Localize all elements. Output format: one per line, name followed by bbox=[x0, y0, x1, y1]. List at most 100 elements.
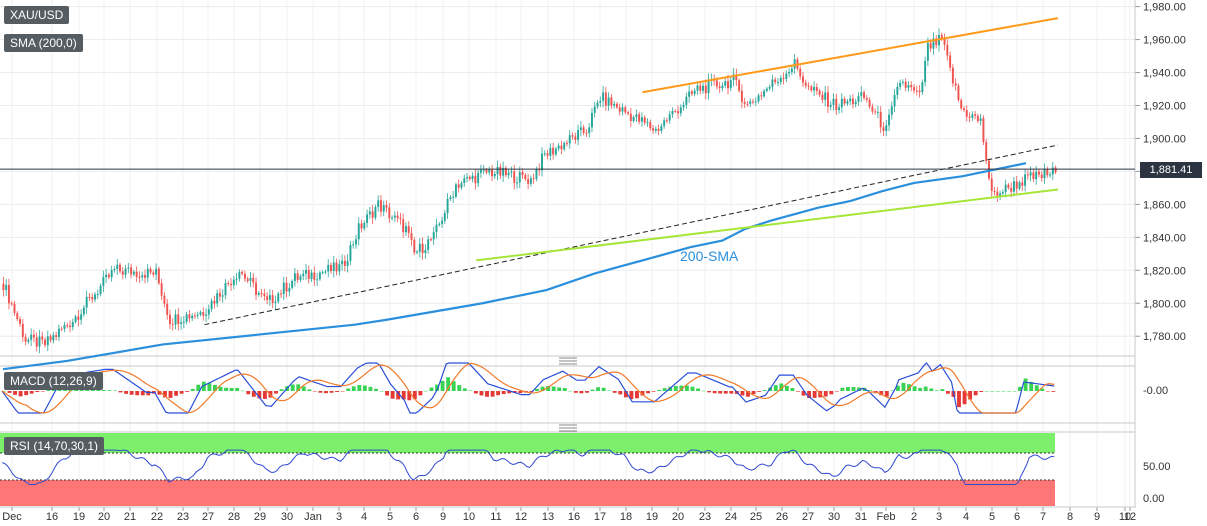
candle-body bbox=[582, 127, 585, 133]
candle-body bbox=[682, 104, 685, 108]
candle-body bbox=[738, 80, 741, 91]
candle-body bbox=[568, 135, 571, 144]
macd-histogram-bar bbox=[690, 386, 695, 391]
candle-body bbox=[135, 271, 138, 277]
candle-body bbox=[585, 132, 588, 134]
candle-body bbox=[1021, 182, 1024, 186]
candle-body bbox=[255, 282, 258, 295]
price-tick-label: 1,900.00 bbox=[1143, 133, 1186, 145]
macd-histogram-bar bbox=[496, 391, 501, 396]
macd-histogram-bar bbox=[107, 390, 112, 391]
macd-histogram-bar bbox=[790, 387, 795, 391]
candle-body bbox=[838, 107, 841, 111]
candle-body bbox=[32, 334, 35, 338]
macd-histogram-bar bbox=[168, 391, 173, 398]
candle-body bbox=[10, 303, 13, 305]
candle-body bbox=[521, 172, 524, 176]
candle-body bbox=[74, 316, 77, 322]
candle-body bbox=[901, 81, 904, 83]
macd-histogram-bar bbox=[823, 391, 828, 397]
candle-body bbox=[96, 294, 99, 296]
candle-body bbox=[310, 272, 313, 279]
candle-body bbox=[404, 226, 407, 233]
candle-body bbox=[374, 207, 377, 218]
candle-body bbox=[1054, 167, 1057, 173]
candle-body bbox=[857, 95, 860, 102]
candle-body bbox=[82, 307, 85, 315]
macd-histogram-bar bbox=[174, 391, 179, 396]
candle-body bbox=[218, 293, 221, 297]
candle-body bbox=[657, 128, 660, 131]
candle-body bbox=[1049, 174, 1052, 176]
candle-body bbox=[982, 118, 985, 143]
candle-body bbox=[865, 97, 868, 100]
candle-body bbox=[313, 272, 316, 280]
candle-body bbox=[1046, 169, 1049, 176]
candle-body bbox=[765, 88, 768, 91]
candle-body bbox=[893, 94, 896, 107]
price-tick-label: 1,940.00 bbox=[1143, 68, 1186, 80]
candle-body bbox=[752, 101, 754, 103]
candle-body bbox=[899, 82, 902, 87]
macd-histogram-bar bbox=[868, 390, 873, 391]
candle-body bbox=[63, 325, 66, 329]
macd-histogram-bar bbox=[601, 387, 606, 391]
candle-body bbox=[27, 339, 30, 342]
candle-body bbox=[266, 296, 269, 300]
candle-body bbox=[1024, 174, 1027, 186]
candle-body bbox=[1043, 169, 1046, 179]
macd-resize-handle[interactable] bbox=[559, 357, 577, 365]
candle-body bbox=[727, 81, 729, 89]
candle-body bbox=[182, 321, 185, 323]
candle-body bbox=[1037, 171, 1040, 175]
candle-body bbox=[493, 173, 496, 177]
macd-histogram-bar bbox=[401, 391, 406, 400]
macd-histogram-bar bbox=[1045, 391, 1050, 392]
macd-histogram-bar bbox=[807, 391, 812, 399]
candle-body bbox=[7, 284, 10, 304]
macd-histogram-bar bbox=[562, 388, 567, 391]
candle-body bbox=[888, 114, 891, 126]
rsi-indicator-label[interactable]: RSI (14,70,30,1) bbox=[4, 437, 105, 455]
time-tick-label: 2 bbox=[911, 511, 917, 523]
sma-indicator-label[interactable]: SMA (200,0) bbox=[4, 34, 83, 52]
candle-body bbox=[518, 172, 521, 183]
price-tick-label: 1,960.00 bbox=[1143, 35, 1186, 47]
macd-histogram-bar bbox=[607, 390, 612, 391]
candle-body bbox=[826, 92, 829, 107]
macd-histogram-bar bbox=[640, 391, 645, 396]
candle-body bbox=[793, 59, 796, 69]
macd-histogram-bar bbox=[573, 391, 578, 393]
candle-body bbox=[330, 264, 332, 272]
macd-histogram-bar bbox=[407, 391, 412, 401]
candle-body bbox=[479, 169, 482, 173]
macd-histogram-bar bbox=[379, 390, 384, 392]
candle-body bbox=[1010, 187, 1013, 192]
macd-histogram-bar bbox=[546, 385, 551, 391]
macd-zero-tick: -0.00 bbox=[1143, 385, 1168, 397]
candle-body bbox=[288, 287, 291, 292]
candle-body bbox=[44, 339, 47, 346]
candle-body bbox=[590, 112, 593, 128]
macd-histogram-bar bbox=[596, 387, 601, 391]
price-tick-label: 1,840.00 bbox=[1143, 232, 1186, 244]
rsi-resize-handle[interactable] bbox=[559, 424, 577, 432]
macd-histogram-bar bbox=[995, 391, 1000, 392]
candle-body bbox=[379, 200, 382, 212]
candle-body bbox=[471, 175, 474, 180]
candle-body bbox=[305, 269, 307, 274]
macd-histogram-bar bbox=[90, 389, 95, 391]
candle-body bbox=[352, 244, 355, 246]
candle-body bbox=[60, 328, 63, 330]
candle-body bbox=[210, 300, 213, 310]
candle-body bbox=[155, 268, 158, 275]
candle-body bbox=[832, 98, 835, 105]
candle-body bbox=[665, 120, 668, 122]
time-tick-label: 26 bbox=[776, 511, 788, 523]
macd-indicator-label[interactable]: MACD (12,26,9) bbox=[4, 372, 103, 390]
candle-body bbox=[299, 276, 302, 280]
candle-body bbox=[679, 107, 682, 114]
macd-histogram-bar bbox=[957, 391, 961, 408]
time-tick-label: 9 bbox=[1094, 511, 1100, 523]
symbol-label[interactable]: XAU/USD bbox=[4, 6, 70, 24]
